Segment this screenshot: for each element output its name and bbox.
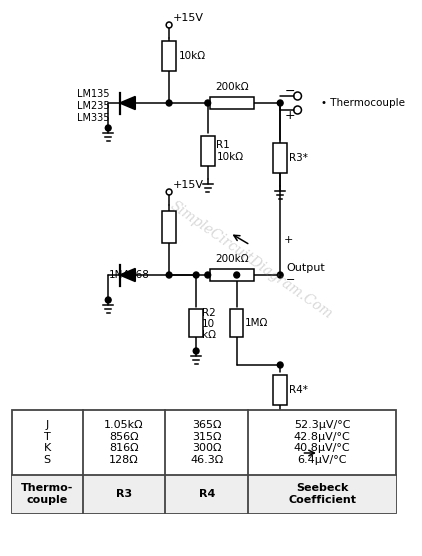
Text: 1.05kΩ
856Ω
816Ω
128Ω: 1.05kΩ 856Ω 816Ω 128Ω	[104, 420, 144, 465]
Bar	[201, 136, 214, 166]
Text: LM335: LM335	[77, 113, 110, 123]
Text: −: −	[286, 275, 295, 285]
Text: R4*: R4*	[289, 385, 308, 395]
Bar	[210, 269, 254, 281]
Bar	[189, 309, 203, 337]
Bar	[11, 410, 396, 513]
Text: 10kΩ: 10kΩ	[216, 152, 243, 162]
Bar	[210, 97, 254, 109]
Polygon shape	[120, 97, 135, 110]
Bar	[162, 211, 176, 243]
Text: −: −	[284, 85, 295, 97]
Circle shape	[106, 125, 111, 131]
Circle shape	[277, 100, 283, 106]
Text: R2: R2	[202, 308, 216, 318]
Text: • Thermocouple: • Thermocouple	[321, 98, 405, 108]
Text: Thermo-
couple: Thermo- couple	[21, 483, 73, 505]
Text: 10kΩ: 10kΩ	[179, 51, 206, 61]
Text: 365Ω
315Ω
300Ω
46.3Ω: 365Ω 315Ω 300Ω 46.3Ω	[190, 420, 223, 465]
Text: R1: R1	[216, 140, 230, 150]
Circle shape	[106, 297, 111, 303]
Circle shape	[166, 272, 172, 278]
Text: +: +	[284, 108, 295, 122]
Text: 52.3μV/°C
42.8μV/°C
40.8μV/°C
6.4μV/°C: 52.3μV/°C 42.8μV/°C 40.8μV/°C 6.4μV/°C	[294, 420, 351, 465]
Text: kΩ: kΩ	[202, 330, 216, 340]
Circle shape	[234, 272, 240, 278]
Circle shape	[166, 100, 172, 106]
Circle shape	[277, 272, 283, 278]
Text: 1N4568: 1N4568	[109, 270, 150, 280]
Bar	[162, 41, 176, 71]
Circle shape	[205, 100, 211, 106]
Bar	[11, 475, 396, 513]
Circle shape	[193, 348, 199, 354]
Text: J
T
K
S: J T K S	[43, 420, 51, 465]
Bar	[273, 375, 287, 405]
Text: 200kΩ: 200kΩ	[215, 82, 249, 92]
Text: +15V: +15V	[173, 180, 204, 190]
Text: Output: Output	[286, 263, 325, 273]
Bar	[230, 309, 243, 337]
Text: R4: R4	[199, 489, 215, 499]
Text: R3: R3	[116, 489, 132, 499]
Text: +15V: +15V	[173, 13, 204, 23]
Polygon shape	[120, 269, 135, 281]
Text: SimpleCircuitDiagram.Com: SimpleCircuitDiagram.Com	[168, 198, 335, 321]
Text: Seebeck
Coefficient: Seebeck Coefficient	[288, 483, 356, 505]
Text: 200kΩ: 200kΩ	[215, 254, 249, 264]
Circle shape	[193, 272, 199, 278]
Circle shape	[205, 272, 211, 278]
Text: 10: 10	[202, 319, 215, 329]
Text: +: +	[284, 235, 293, 245]
Text: R3*: R3*	[289, 153, 308, 163]
Circle shape	[277, 362, 283, 368]
Bar	[273, 143, 287, 173]
Text: LM235: LM235	[77, 101, 110, 111]
Text: LM135: LM135	[77, 89, 110, 99]
Text: 1MΩ: 1MΩ	[244, 318, 268, 328]
